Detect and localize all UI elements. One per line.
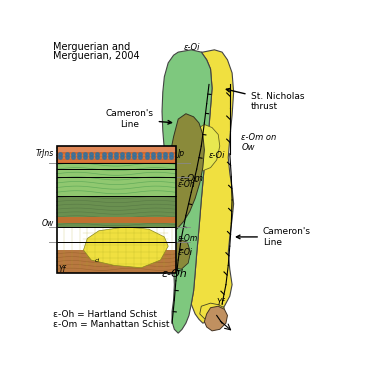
Text: Jp: Jp: [177, 149, 185, 158]
Text: ε-Om on
Ow: ε-Om on Ow: [241, 133, 277, 152]
Polygon shape: [200, 303, 224, 322]
Bar: [57, 146, 176, 273]
Text: ε-Om = Manhattan Schist: ε-Om = Manhattan Schist: [53, 320, 169, 329]
Polygon shape: [164, 114, 205, 232]
Text: Merguerian and: Merguerian and: [53, 42, 130, 52]
Bar: [57, 196, 176, 227]
Text: TrJns: TrJns: [36, 149, 54, 158]
Polygon shape: [190, 124, 220, 171]
Text: ε-Oh = Hartland Schist: ε-Oh = Hartland Schist: [53, 310, 157, 319]
Bar: [57, 152, 176, 160]
Text: Ow: Ow: [42, 219, 54, 228]
Text: St. Nicholas
thrust: St. Nicholas thrust: [226, 88, 304, 111]
Text: ε-Oi: ε-Oi: [177, 248, 192, 257]
Text: ci: ci: [95, 257, 100, 262]
Bar: [57, 146, 176, 196]
Polygon shape: [191, 50, 234, 323]
Text: ε-Oi: ε-Oi: [208, 151, 225, 160]
Text: Yf: Yf: [59, 265, 66, 274]
Text: ε-Oi: ε-Oi: [183, 43, 200, 52]
Text: ε-Oh: ε-Oh: [162, 269, 187, 279]
Bar: [57, 250, 176, 273]
Polygon shape: [205, 306, 228, 331]
Polygon shape: [83, 227, 168, 268]
Bar: [57, 146, 176, 152]
Polygon shape: [162, 50, 212, 333]
Text: ε-Om: ε-Om: [180, 174, 204, 183]
Bar: [57, 146, 176, 163]
Text: Cameron's
Line: Cameron's Line: [106, 110, 172, 129]
Bar: [57, 217, 176, 223]
Bar: [57, 146, 176, 273]
Text: ε-Om: ε-Om: [177, 234, 198, 243]
Text: Merguerian, 2004: Merguerian, 2004: [53, 51, 139, 61]
Polygon shape: [170, 240, 190, 269]
Text: ε-Oh: ε-Oh: [177, 180, 195, 189]
Text: Cameron's
Line: Cameron's Line: [236, 227, 311, 247]
Text: Yf: Yf: [217, 298, 225, 308]
